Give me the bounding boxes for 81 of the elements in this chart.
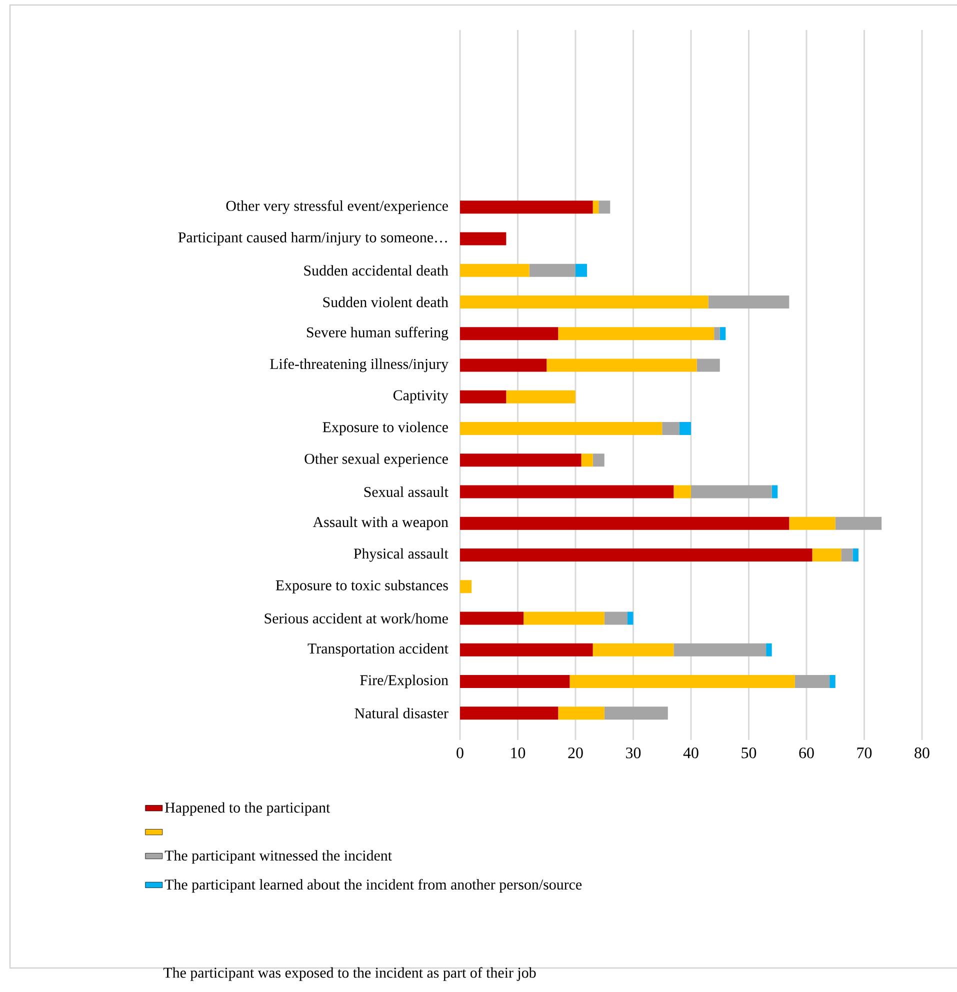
bar — [592, 200, 599, 214]
bar — [460, 358, 547, 372]
x-tick-label: 70 — [857, 748, 872, 758]
bar — [460, 422, 662, 435]
y-tick-label: Other sexual experience — [304, 453, 448, 467]
bar — [592, 643, 674, 656]
y-tick-label: Captivity — [393, 390, 448, 404]
legend-label: Happened to the participant — [165, 802, 330, 816]
bar — [529, 264, 576, 277]
bar — [852, 548, 858, 562]
x-tick-label: 40 — [683, 748, 698, 758]
bar — [812, 548, 842, 562]
x-tick-label: 60 — [799, 748, 814, 758]
bar — [696, 358, 720, 372]
bar — [674, 643, 766, 656]
bar — [766, 643, 772, 656]
bar — [460, 548, 812, 562]
bar — [460, 674, 570, 688]
bar — [460, 706, 558, 720]
x-tick-label: 20 — [568, 748, 583, 758]
bar — [460, 390, 506, 404]
x-tick-label: 30 — [626, 748, 641, 758]
y-tick-label: Exposure to toxic substances — [276, 580, 448, 594]
y-tick-label: Exposure to violence — [322, 422, 448, 436]
bar — [662, 422, 680, 435]
bar — [546, 358, 697, 372]
bar — [460, 232, 506, 246]
bar — [835, 516, 882, 530]
y-tick-label: Other very stressful event/experience — [226, 200, 448, 214]
y-tick-label: Physical assault — [354, 548, 448, 562]
bar — [575, 264, 588, 277]
text: The participant was exposed to the incident as part of their job — [163, 967, 536, 981]
bar — [627, 612, 634, 625]
bar — [794, 674, 830, 688]
bar — [708, 295, 790, 308]
y-tick-label: Fire/Explosion — [360, 674, 448, 688]
bar — [720, 327, 726, 340]
bar — [604, 706, 668, 720]
bar — [841, 548, 853, 562]
bar — [506, 390, 576, 404]
y-tick-label: Participant caused harm/injury to someone… — [178, 232, 447, 246]
bar — [460, 454, 582, 467]
x-tick-label: 50 — [742, 748, 756, 758]
bar — [460, 295, 708, 308]
legend-label: The participant witnessed the incident — [164, 850, 392, 864]
bar — [772, 485, 778, 498]
x-tick-label: 10 — [511, 748, 526, 758]
y-tick-label: Assault with a weapon — [312, 516, 448, 530]
x-tick-label: 80 — [914, 748, 930, 758]
bar — [598, 200, 610, 214]
bar — [460, 485, 674, 498]
bar — [460, 327, 558, 340]
y-tick-label: Severe human suffering — [307, 326, 448, 340]
bar — [460, 200, 593, 214]
y-tick-label: Sudden violent death — [323, 296, 448, 308]
y-tick-label: Sexual assault — [364, 486, 448, 497]
y-tick-label: Transportation accident — [308, 643, 448, 657]
bar — [789, 516, 836, 530]
bar — [460, 516, 790, 530]
legend-label: The participant learned about the incident from another person/source — [164, 878, 582, 893]
bar — [679, 422, 691, 435]
bar — [460, 643, 593, 656]
y-tick-label: Serious accident at work/home — [264, 612, 448, 624]
y-tick-label: Sudden accidental death — [304, 265, 448, 276]
bar — [558, 706, 604, 720]
y-tick-label: Natural disaster — [354, 708, 448, 718]
bar — [558, 327, 714, 340]
y-tick-label: Life-threatening illness/injury — [270, 358, 448, 372]
x-tick-label: 0 — [456, 748, 464, 758]
bar — [604, 612, 628, 625]
bar — [674, 485, 691, 498]
bar — [830, 674, 836, 688]
bar — [714, 327, 720, 340]
bar — [524, 612, 604, 625]
bar — [460, 580, 472, 594]
bar — [460, 612, 524, 625]
bar — [570, 674, 795, 688]
bar — [581, 454, 593, 467]
bar — [460, 264, 530, 277]
bar — [690, 485, 772, 498]
bar — [592, 454, 604, 467]
